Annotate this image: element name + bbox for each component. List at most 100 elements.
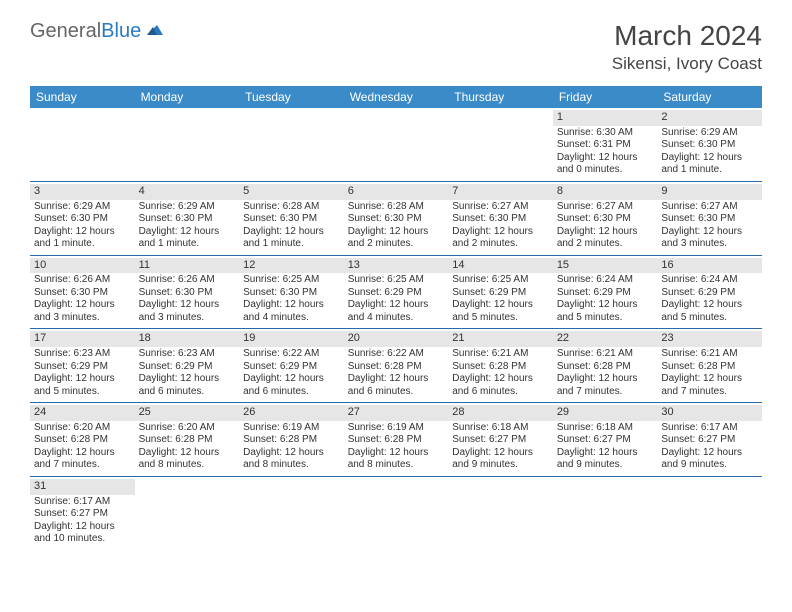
calendar-row: 17Sunrise: 6:23 AMSunset: 6:29 PMDayligh…	[30, 329, 762, 403]
day-header-row: SundayMondayTuesdayWednesdayThursdayFrid…	[30, 86, 762, 108]
cell-text: Sunrise: 6:17 AMSunset: 6:27 PMDaylight:…	[34, 496, 131, 546]
calendar-cell: 6Sunrise: 6:28 AMSunset: 6:30 PMDaylight…	[344, 181, 449, 255]
day-number: 12	[239, 258, 344, 274]
calendar-cell: 10Sunrise: 6:26 AMSunset: 6:30 PMDayligh…	[30, 255, 135, 329]
calendar-cell	[657, 476, 762, 549]
cell-text: Sunrise: 6:21 AMSunset: 6:28 PMDaylight:…	[557, 348, 654, 398]
calendar-cell	[30, 108, 135, 181]
day-number: 1	[553, 110, 658, 126]
day-number: 24	[30, 405, 135, 421]
day-header: Thursday	[448, 86, 553, 108]
calendar-cell: 17Sunrise: 6:23 AMSunset: 6:29 PMDayligh…	[30, 329, 135, 403]
cell-text: Sunrise: 6:27 AMSunset: 6:30 PMDaylight:…	[452, 201, 549, 251]
cell-text: Sunrise: 6:26 AMSunset: 6:30 PMDaylight:…	[34, 274, 131, 324]
day-header: Wednesday	[344, 86, 449, 108]
day-number: 4	[135, 184, 240, 200]
logo-text-1: General	[30, 20, 101, 43]
day-number: 25	[135, 405, 240, 421]
day-number: 28	[448, 405, 553, 421]
day-number: 10	[30, 258, 135, 274]
location: Sikensi, Ivory Coast	[612, 54, 762, 74]
cell-text: Sunrise: 6:18 AMSunset: 6:27 PMDaylight:…	[452, 422, 549, 472]
cell-text: Sunrise: 6:22 AMSunset: 6:28 PMDaylight:…	[348, 348, 445, 398]
calendar-cell: 20Sunrise: 6:22 AMSunset: 6:28 PMDayligh…	[344, 329, 449, 403]
cell-text: Sunrise: 6:21 AMSunset: 6:28 PMDaylight:…	[661, 348, 758, 398]
calendar-cell: 27Sunrise: 6:19 AMSunset: 6:28 PMDayligh…	[344, 403, 449, 477]
cell-text: Sunrise: 6:23 AMSunset: 6:29 PMDaylight:…	[139, 348, 236, 398]
calendar-row: 31Sunrise: 6:17 AMSunset: 6:27 PMDayligh…	[30, 476, 762, 549]
calendar-cell: 15Sunrise: 6:24 AMSunset: 6:29 PMDayligh…	[553, 255, 658, 329]
calendar-cell: 25Sunrise: 6:20 AMSunset: 6:28 PMDayligh…	[135, 403, 240, 477]
calendar-cell: 16Sunrise: 6:24 AMSunset: 6:29 PMDayligh…	[657, 255, 762, 329]
calendar-cell: 8Sunrise: 6:27 AMSunset: 6:30 PMDaylight…	[553, 181, 658, 255]
cell-text: Sunrise: 6:23 AMSunset: 6:29 PMDaylight:…	[34, 348, 131, 398]
calendar-body: 1Sunrise: 6:30 AMSunset: 6:31 PMDaylight…	[30, 108, 762, 550]
day-header: Tuesday	[239, 86, 344, 108]
cell-text: Sunrise: 6:25 AMSunset: 6:30 PMDaylight:…	[243, 274, 340, 324]
cell-text: Sunrise: 6:20 AMSunset: 6:28 PMDaylight:…	[139, 422, 236, 472]
day-header: Saturday	[657, 86, 762, 108]
calendar-cell: 24Sunrise: 6:20 AMSunset: 6:28 PMDayligh…	[30, 403, 135, 477]
calendar-row: 24Sunrise: 6:20 AMSunset: 6:28 PMDayligh…	[30, 403, 762, 477]
cell-text: Sunrise: 6:25 AMSunset: 6:29 PMDaylight:…	[452, 274, 549, 324]
cell-text: Sunrise: 6:26 AMSunset: 6:30 PMDaylight:…	[139, 274, 236, 324]
calendar-cell: 22Sunrise: 6:21 AMSunset: 6:28 PMDayligh…	[553, 329, 658, 403]
cell-text: Sunrise: 6:25 AMSunset: 6:29 PMDaylight:…	[348, 274, 445, 324]
calendar-cell	[344, 108, 449, 181]
cell-text: Sunrise: 6:18 AMSunset: 6:27 PMDaylight:…	[557, 422, 654, 472]
day-number: 2	[657, 110, 762, 126]
calendar-cell: 28Sunrise: 6:18 AMSunset: 6:27 PMDayligh…	[448, 403, 553, 477]
day-number: 30	[657, 405, 762, 421]
month-title: March 2024	[612, 20, 762, 52]
calendar-row: 10Sunrise: 6:26 AMSunset: 6:30 PMDayligh…	[30, 255, 762, 329]
day-number: 8	[553, 184, 658, 200]
calendar-cell: 23Sunrise: 6:21 AMSunset: 6:28 PMDayligh…	[657, 329, 762, 403]
header: GeneralBlue March 2024 Sikensi, Ivory Co…	[30, 20, 762, 74]
calendar-cell: 26Sunrise: 6:19 AMSunset: 6:28 PMDayligh…	[239, 403, 344, 477]
cell-text: Sunrise: 6:22 AMSunset: 6:29 PMDaylight:…	[243, 348, 340, 398]
day-number: 15	[553, 258, 658, 274]
day-number: 16	[657, 258, 762, 274]
calendar-cell	[135, 476, 240, 549]
day-number: 3	[30, 184, 135, 200]
cell-text: Sunrise: 6:24 AMSunset: 6:29 PMDaylight:…	[661, 274, 758, 324]
flag-icon	[145, 20, 167, 43]
calendar-cell	[448, 108, 553, 181]
day-number: 19	[239, 331, 344, 347]
day-number: 26	[239, 405, 344, 421]
calendar-cell	[448, 476, 553, 549]
day-number: 29	[553, 405, 658, 421]
calendar-table: SundayMondayTuesdayWednesdayThursdayFrid…	[30, 86, 762, 550]
cell-text: Sunrise: 6:27 AMSunset: 6:30 PMDaylight:…	[661, 201, 758, 251]
calendar-cell: 29Sunrise: 6:18 AMSunset: 6:27 PMDayligh…	[553, 403, 658, 477]
cell-text: Sunrise: 6:19 AMSunset: 6:28 PMDaylight:…	[348, 422, 445, 472]
calendar-cell: 7Sunrise: 6:27 AMSunset: 6:30 PMDaylight…	[448, 181, 553, 255]
cell-text: Sunrise: 6:19 AMSunset: 6:28 PMDaylight:…	[243, 422, 340, 472]
day-header: Monday	[135, 86, 240, 108]
cell-text: Sunrise: 6:21 AMSunset: 6:28 PMDaylight:…	[452, 348, 549, 398]
calendar-cell	[135, 108, 240, 181]
day-number: 21	[448, 331, 553, 347]
cell-text: Sunrise: 6:27 AMSunset: 6:30 PMDaylight:…	[557, 201, 654, 251]
calendar-row: 1Sunrise: 6:30 AMSunset: 6:31 PMDaylight…	[30, 108, 762, 181]
calendar-cell: 19Sunrise: 6:22 AMSunset: 6:29 PMDayligh…	[239, 329, 344, 403]
cell-text: Sunrise: 6:20 AMSunset: 6:28 PMDaylight:…	[34, 422, 131, 472]
calendar-cell: 11Sunrise: 6:26 AMSunset: 6:30 PMDayligh…	[135, 255, 240, 329]
day-number: 13	[344, 258, 449, 274]
day-number: 20	[344, 331, 449, 347]
logo: GeneralBlue	[30, 20, 167, 43]
cell-text: Sunrise: 6:29 AMSunset: 6:30 PMDaylight:…	[139, 201, 236, 251]
day-header: Sunday	[30, 86, 135, 108]
day-number: 27	[344, 405, 449, 421]
calendar-cell: 30Sunrise: 6:17 AMSunset: 6:27 PMDayligh…	[657, 403, 762, 477]
cell-text: Sunrise: 6:28 AMSunset: 6:30 PMDaylight:…	[243, 201, 340, 251]
cell-text: Sunrise: 6:29 AMSunset: 6:30 PMDaylight:…	[34, 201, 131, 251]
cell-text: Sunrise: 6:30 AMSunset: 6:31 PMDaylight:…	[557, 127, 654, 177]
day-number: 9	[657, 184, 762, 200]
title-block: March 2024 Sikensi, Ivory Coast	[612, 20, 762, 74]
cell-text: Sunrise: 6:17 AMSunset: 6:27 PMDaylight:…	[661, 422, 758, 472]
calendar-cell: 1Sunrise: 6:30 AMSunset: 6:31 PMDaylight…	[553, 108, 658, 181]
calendar-cell: 18Sunrise: 6:23 AMSunset: 6:29 PMDayligh…	[135, 329, 240, 403]
calendar-cell: 5Sunrise: 6:28 AMSunset: 6:30 PMDaylight…	[239, 181, 344, 255]
day-number: 18	[135, 331, 240, 347]
